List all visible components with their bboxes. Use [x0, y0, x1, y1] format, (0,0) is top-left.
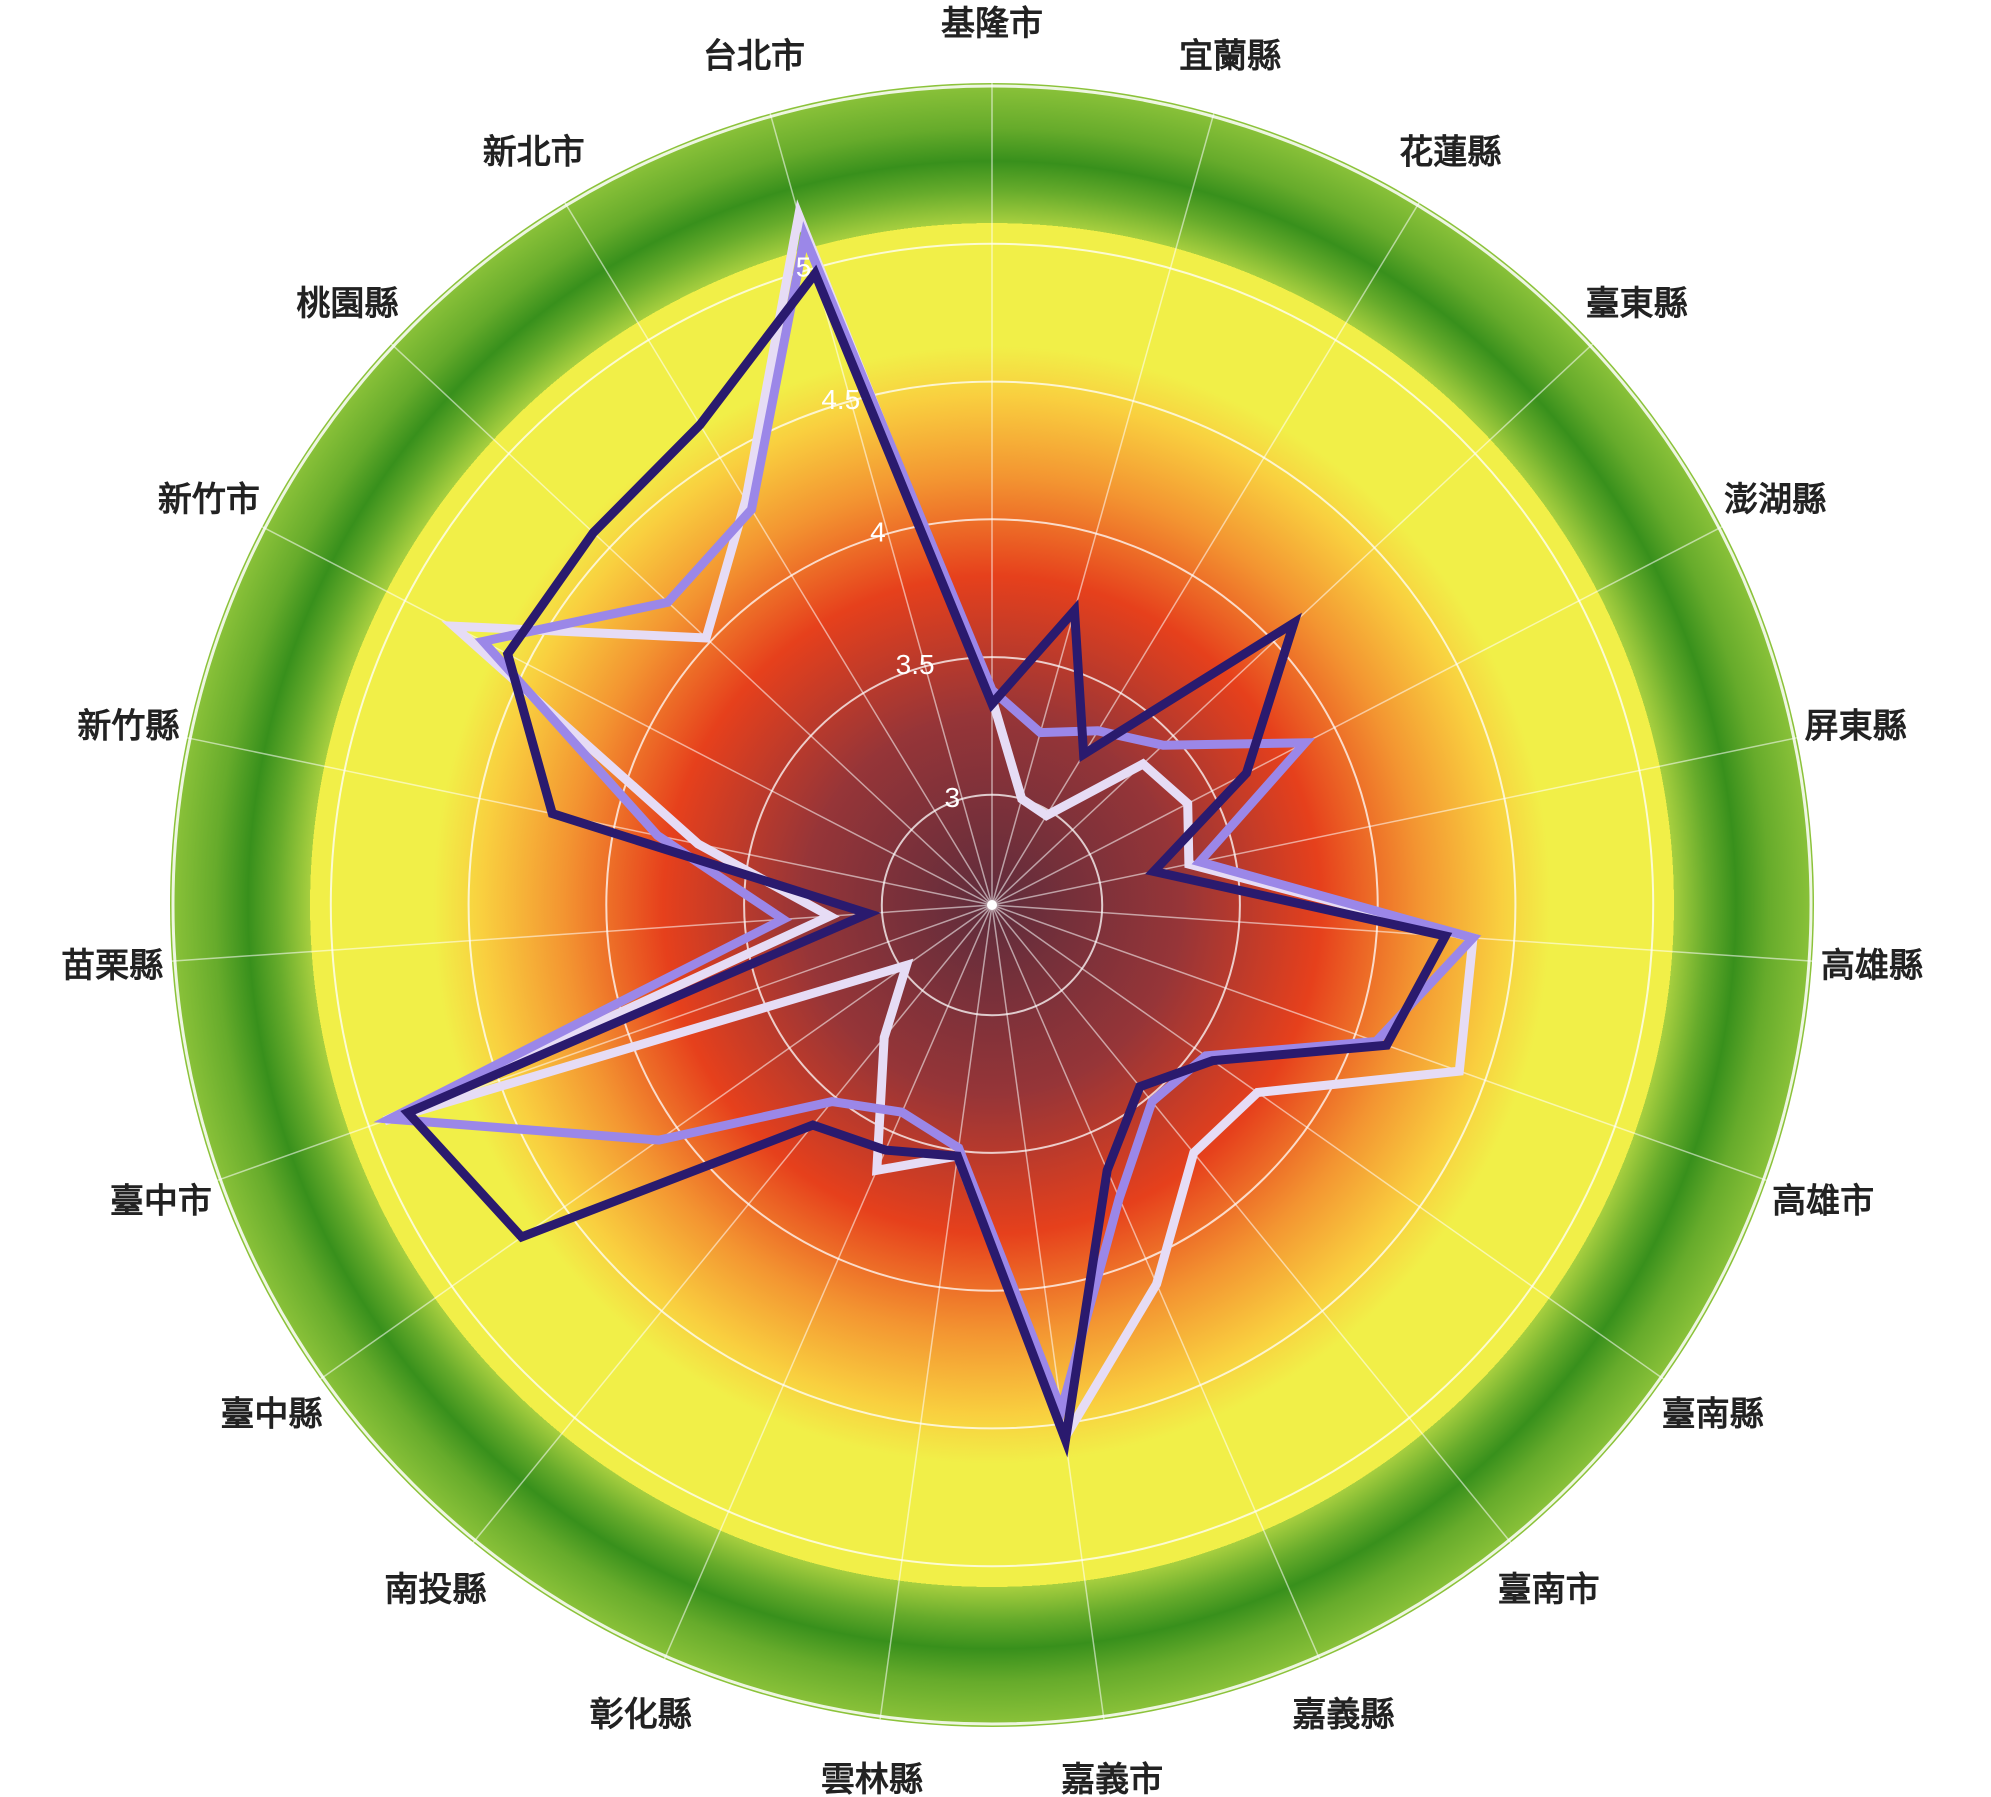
category-label: 新北市	[483, 132, 585, 172]
radial-tick-label: 3.5	[896, 649, 935, 680]
category-label: 臺南市	[1498, 1570, 1600, 1610]
grid-spoke	[472, 904, 993, 1544]
radar-grid	[171, 83, 1813, 1726]
grid-spoke	[261, 526, 993, 906]
grid-spoke	[991, 737, 1797, 906]
radial-tick-label: 5	[796, 251, 812, 282]
category-label: 台北市	[703, 37, 805, 77]
radial-tick-label: 4.5	[821, 384, 860, 415]
grid-spoke	[991, 904, 1512, 1544]
grid-spoke	[564, 202, 993, 906]
category-label: 屏東縣	[1805, 707, 1907, 747]
grid-spoke	[991, 526, 1723, 906]
category-label: 臺中市	[110, 1181, 212, 1221]
category-label: 臺南縣	[1662, 1395, 1764, 1435]
series-line-3	[400, 264, 1453, 1458]
category-label: 嘉義市	[1061, 1760, 1163, 1797]
category-label: 花蓮縣	[1399, 132, 1501, 172]
center-dot	[987, 900, 997, 910]
category-label: 高雄縣	[1821, 946, 1923, 986]
category-label: 臺中縣	[220, 1395, 322, 1435]
category-label: 南投縣	[384, 1570, 486, 1610]
grid-spoke	[991, 113, 1215, 906]
category-label: 雲林縣	[821, 1760, 923, 1797]
radar-series	[373, 199, 1482, 1458]
category-label: 臺東縣	[1586, 284, 1688, 324]
category-label: 新竹縣	[77, 707, 179, 747]
category-label: 澎湖縣	[1724, 480, 1826, 520]
category-label: 彰化縣	[590, 1695, 692, 1735]
category-label: 苗栗縣	[61, 946, 163, 986]
radial-tick-labels: 3 3.5 4 4.5 5	[796, 251, 960, 813]
category-label: 嘉義縣	[1292, 1695, 1394, 1735]
grid-spoke	[991, 904, 1664, 1380]
grid-spoke	[390, 343, 993, 906]
grid-spoke	[663, 904, 993, 1660]
series-line-2	[373, 220, 1482, 1425]
radial-tick-label: 4	[870, 517, 886, 548]
grid-spoke	[991, 202, 1420, 906]
grid-spoke	[217, 904, 993, 1182]
grid-spoke	[991, 904, 1105, 1720]
category-label: 宜蘭縣	[1179, 37, 1281, 77]
category-label: 新竹市	[158, 480, 260, 520]
grid-spoke	[991, 904, 1813, 962]
grid-spoke	[879, 904, 993, 1720]
category-label: 基隆市	[941, 4, 1043, 44]
radial-tick-label: 3	[945, 782, 961, 813]
category-label: 桃園縣	[296, 284, 398, 324]
category-label: 高雄市	[1772, 1181, 1874, 1221]
